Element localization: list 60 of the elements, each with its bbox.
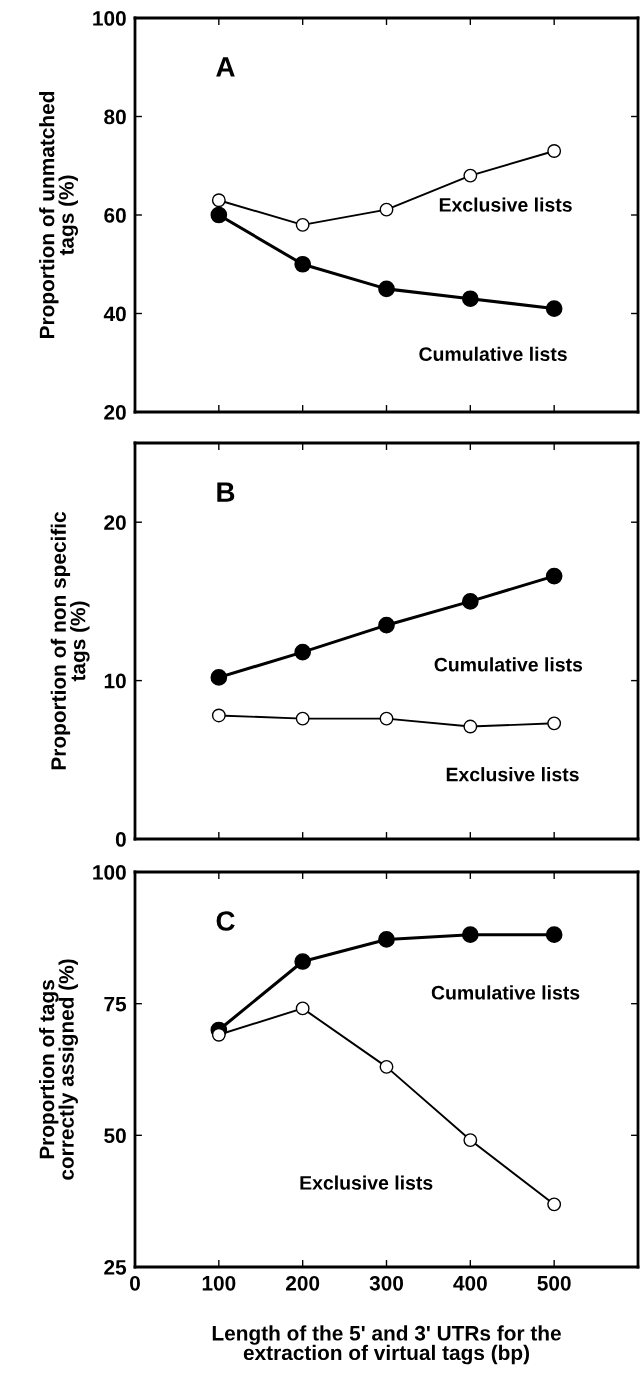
- y-tick-label: 25: [104, 1260, 127, 1275]
- y-tick-label: 60: [104, 208, 126, 223]
- text: Cumulative lists: [434, 657, 583, 672]
- point: [210, 206, 228, 224]
- point: [210, 669, 228, 686]
- point: [461, 290, 479, 308]
- text: Cumulative lists: [431, 985, 580, 1000]
- x-tick-label: 400: [453, 1275, 487, 1291]
- text: Exclusive lists: [446, 767, 579, 782]
- series-label: Exclusive lists: [439, 197, 572, 212]
- point: [294, 953, 312, 970]
- y-tick-label: 75: [104, 996, 127, 1012]
- point: [463, 168, 478, 183]
- x-tick-label: 500: [537, 1275, 571, 1291]
- point: [545, 926, 563, 944]
- point: [461, 926, 479, 944]
- point: [379, 711, 394, 726]
- x-axis-title: Length of the 5' and 3' UTRs for the extraction of virtual tags (bp): [212, 1325, 561, 1365]
- point: [547, 144, 562, 158]
- point: [545, 567, 563, 585]
- series-label: Cumulative lists: [419, 346, 567, 362]
- point: [379, 1059, 394, 1074]
- point: [378, 616, 395, 634]
- y-tick-label: 50: [104, 1128, 126, 1144]
- point: [461, 593, 479, 610]
- point: [295, 1001, 310, 1016]
- y-axis-title: Proportion of unmatched tags (%): [39, 91, 79, 339]
- point: [378, 280, 395, 298]
- point: [211, 193, 226, 208]
- point: [547, 1197, 562, 1212]
- annotation: B: [217, 482, 235, 502]
- x-tick-label: 200: [286, 1275, 320, 1291]
- point: [463, 1133, 478, 1148]
- point: [211, 708, 226, 723]
- y-tick-label: 20: [104, 515, 126, 530]
- annotation: C: [216, 911, 235, 931]
- y-axis-title: Proportion of non specific tags (%): [50, 511, 90, 770]
- point: [295, 217, 310, 232]
- point: [295, 711, 310, 726]
- x-tick-label: 300: [369, 1275, 404, 1291]
- point: [294, 643, 312, 661]
- text: Exclusive lists: [300, 1175, 433, 1190]
- point: [463, 719, 478, 734]
- y-axis-title: Proportion of tags correctly assigned (%): [39, 959, 79, 1180]
- y-tick-label: 100: [93, 11, 126, 26]
- point: [378, 931, 395, 948]
- y-tick-label: 20: [104, 405, 126, 420]
- point: [547, 716, 562, 731]
- y-tick-label: 100: [93, 865, 126, 880]
- y-tick-label: 0: [115, 832, 126, 847]
- y-tick-label: 80: [104, 109, 126, 125]
- x-tick-label: 100: [202, 1275, 236, 1291]
- point: [379, 202, 394, 217]
- point: [545, 300, 563, 317]
- point: [294, 255, 312, 273]
- y-tick-label: 40: [103, 306, 126, 322]
- annotation: A: [216, 57, 235, 77]
- y-tick-label: 10: [104, 673, 126, 689]
- x-tick-label: 0: [130, 1275, 140, 1291]
- point: [211, 1027, 226, 1042]
